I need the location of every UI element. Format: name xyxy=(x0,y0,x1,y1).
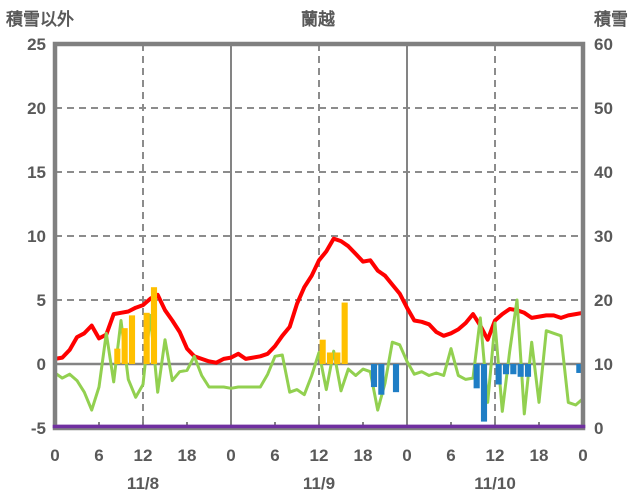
x-axis-hour-tick: 12 xyxy=(134,446,153,465)
yellow-bar xyxy=(326,352,334,364)
x-axis-hour-tick: 0 xyxy=(50,446,59,465)
x-axis-hour-tick: 12 xyxy=(486,446,505,465)
right-axis-tick: 30 xyxy=(594,227,613,246)
blue-bar xyxy=(370,364,378,388)
yellow-bar xyxy=(128,315,136,364)
yellow-bar xyxy=(150,287,158,364)
left-axis-tick: 15 xyxy=(27,163,46,182)
blue-bar xyxy=(517,364,524,377)
x-axis-date-label: 11/10 xyxy=(474,474,516,493)
left-axis-tick: -5 xyxy=(31,419,46,438)
blue-bar xyxy=(502,364,510,375)
blue-bar xyxy=(473,364,480,389)
blue-bar xyxy=(378,364,385,395)
yellow-bars-series xyxy=(114,287,348,364)
blue-bar xyxy=(392,364,400,393)
x-axis-hour-tick: 0 xyxy=(402,446,411,465)
yellow-bar xyxy=(334,352,341,364)
blue-bar xyxy=(480,364,488,422)
x-axis-hour-tick: 18 xyxy=(354,446,373,465)
right-axis-tick: 50 xyxy=(594,99,613,118)
left-axis-tick: 5 xyxy=(37,291,46,310)
left-axis-tick: 25 xyxy=(27,35,46,54)
right-axis-tick: 0 xyxy=(594,419,603,438)
left-axis-tick: 20 xyxy=(27,99,46,118)
right-axis-tick: 10 xyxy=(594,355,613,374)
x-axis-date-label: 11/8 xyxy=(127,474,159,493)
left-axis-title: 積雪以外 xyxy=(6,10,74,29)
x-axis-hour-tick: 0 xyxy=(226,446,235,465)
x-axis-hour-tick: 6 xyxy=(270,446,279,465)
x-axis-tick-labels: 0 6 12 18 0 6 12 18 0 6 12 18 0 xyxy=(50,446,587,465)
yellow-bar xyxy=(114,348,121,364)
right-axis-tick: 40 xyxy=(594,163,613,182)
yellow-bar xyxy=(121,328,128,364)
green-line-series xyxy=(53,298,585,416)
x-axis-hour-tick: 18 xyxy=(530,446,549,465)
left-axis-tick: 10 xyxy=(27,227,46,246)
blue-bar xyxy=(510,364,517,375)
x-axis-date-labels: 11/8 11/9 11/10 xyxy=(127,474,516,493)
gridlines xyxy=(54,44,584,428)
x-axis-hour-tick: 6 xyxy=(94,446,103,465)
blue-bar xyxy=(495,364,502,385)
x-axis-hour-tick: 18 xyxy=(178,446,197,465)
right-axis-title: 積雪 xyxy=(594,10,628,29)
x-axis-hour-tick: 12 xyxy=(310,446,329,465)
yellow-bar xyxy=(143,312,150,364)
blue-bar xyxy=(576,364,583,373)
x-axis-date-label: 11/9 xyxy=(303,474,335,493)
yellow-bar xyxy=(341,302,348,364)
x-axis-hour-tick: 6 xyxy=(446,446,455,465)
chart-title: 蘭越 xyxy=(301,10,335,29)
red-line-series xyxy=(53,236,585,365)
right-axis-tick: 20 xyxy=(594,291,613,310)
right-axis-tick-labels: 60 50 40 30 20 10 0 xyxy=(594,35,613,438)
left-axis-tick: 0 xyxy=(37,355,46,374)
right-axis-tick: 60 xyxy=(594,35,613,54)
left-axis-tick-labels: 25 20 15 10 5 0 -5 xyxy=(27,35,46,438)
blue-bars-series xyxy=(370,364,583,422)
x-axis-hour-tick: 0 xyxy=(578,446,587,465)
blue-bar xyxy=(524,364,532,377)
yellow-bar xyxy=(319,339,326,364)
